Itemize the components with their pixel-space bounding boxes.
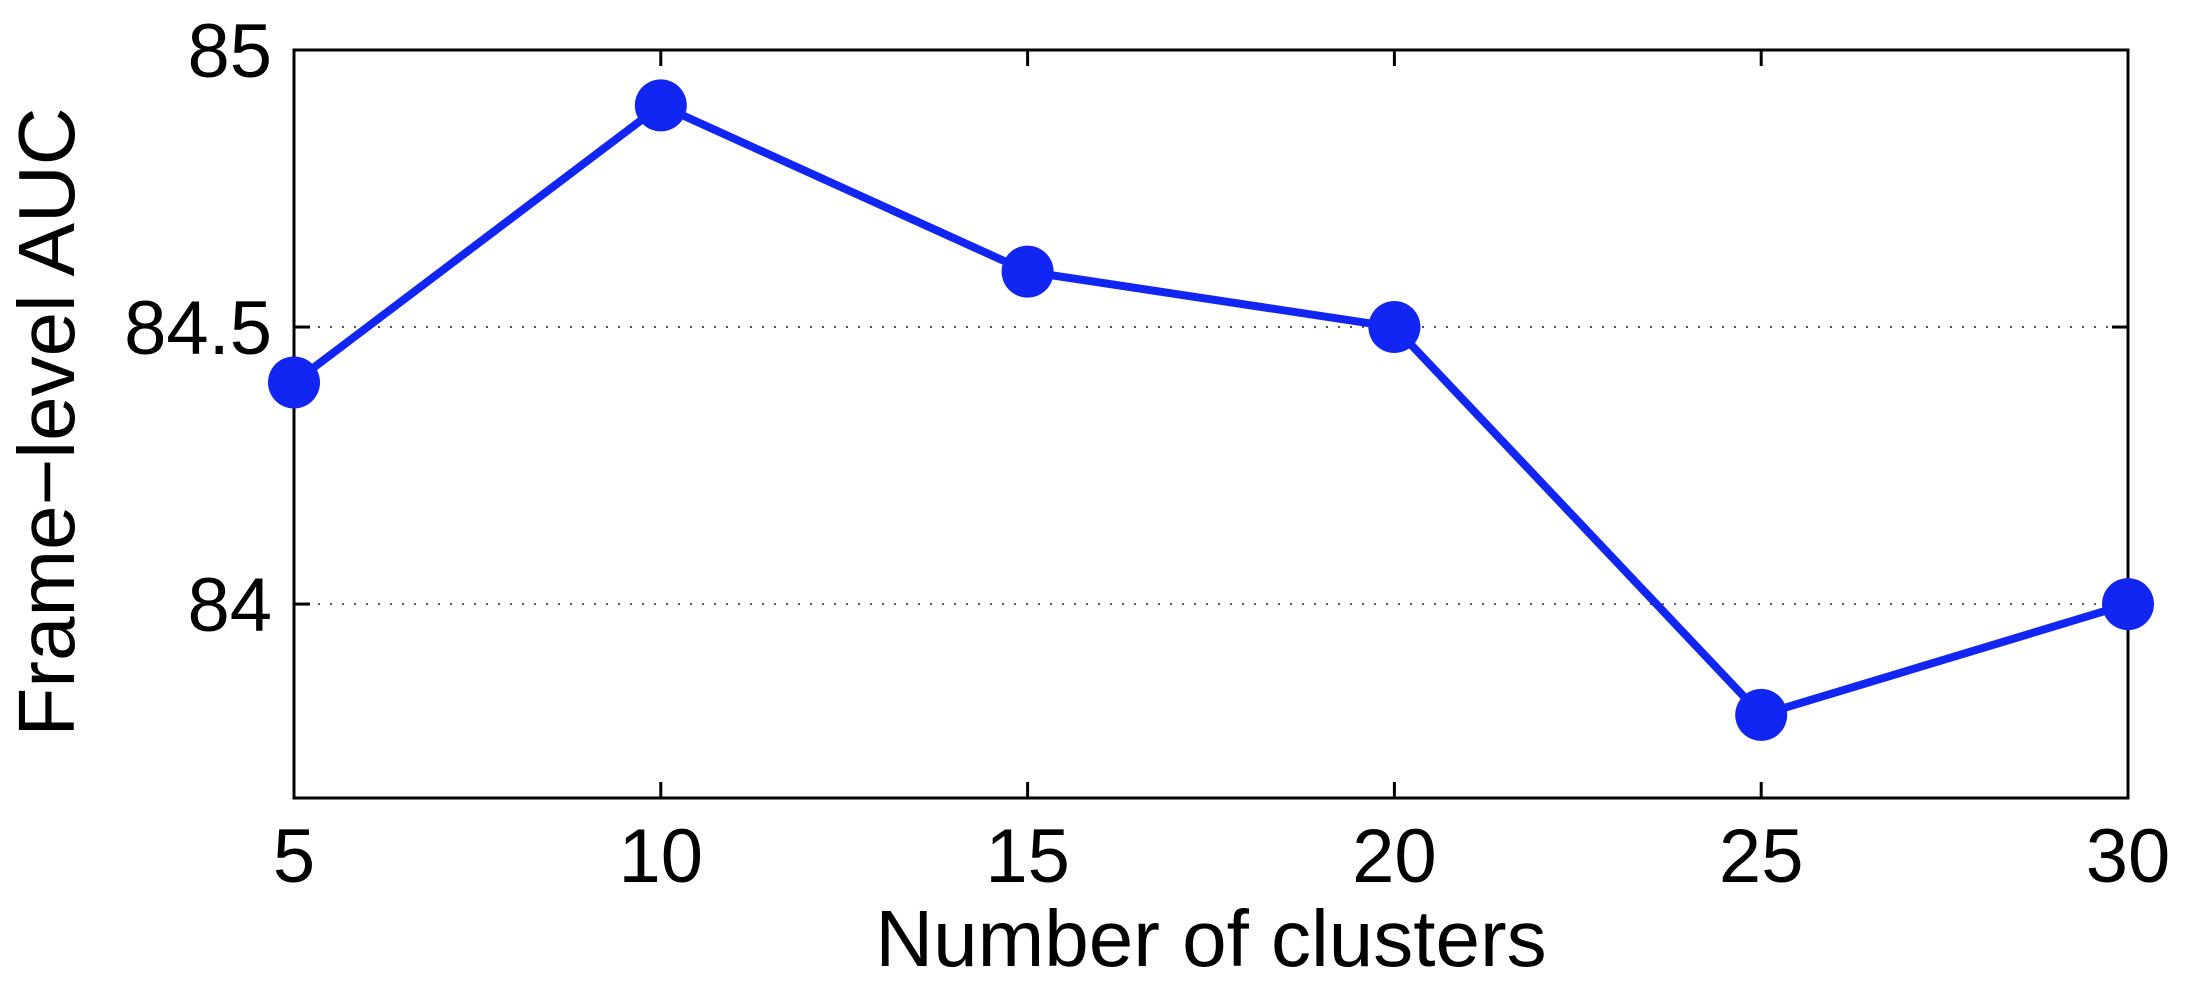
data-point (268, 356, 320, 409)
x-tick-labels: 5 10 15 20 25 30 (273, 814, 2170, 899)
x-axis-title: Number of clusters (875, 894, 1546, 983)
x-tick-label: 20 (1352, 814, 1437, 899)
plot-frame (292, 48, 2130, 800)
y-tick-labels: 84 84.5 85 (124, 9, 272, 648)
data-point (2102, 578, 2154, 631)
series-line (291, 101, 2130, 719)
data-point (634, 79, 687, 132)
x-tick-label: 25 (1719, 814, 1804, 899)
data-point (1001, 245, 1054, 298)
x-tick-label: 5 (273, 814, 315, 899)
y-tick-label: 85 (187, 9, 272, 94)
data-point (1735, 688, 1788, 741)
data-point (1368, 301, 1421, 354)
y-tick-label: 84.5 (124, 286, 272, 371)
x-tick-label: 30 (2086, 814, 2171, 899)
x-tick-label: 10 (619, 814, 704, 899)
series-layer (268, 79, 2154, 741)
y-tick-label: 84 (187, 563, 272, 648)
x-tick-label: 15 (985, 814, 1070, 899)
y-axis-title: Frame−level AUC (2, 107, 91, 736)
